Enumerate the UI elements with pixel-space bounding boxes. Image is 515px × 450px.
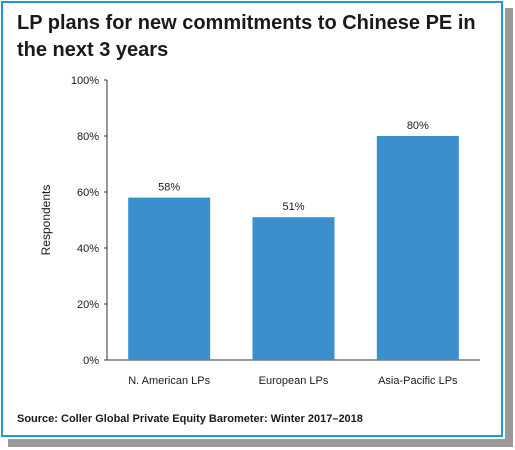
- x-tick-label: Asia-Pacific LPs: [378, 375, 458, 387]
- x-tick-label: N. American LPs: [128, 375, 210, 387]
- chart-title: LP plans for new commitments to Chinese …: [17, 12, 476, 61]
- data-label: 80%: [407, 120, 429, 132]
- y-tick-label: 80%: [77, 131, 99, 143]
- y-tick-label: 40%: [77, 243, 99, 255]
- bar: [252, 217, 335, 360]
- y-tick-label: 60%: [77, 187, 99, 199]
- bar: [376, 136, 459, 360]
- y-axis-title: Respondents: [39, 185, 53, 256]
- data-label: 51%: [282, 201, 304, 213]
- bar: [128, 197, 211, 360]
- y-tick-label: 0%: [83, 355, 99, 367]
- data-label: 58%: [158, 182, 180, 194]
- y-tick-label: 20%: [77, 299, 99, 311]
- y-tick-label: 100%: [71, 75, 99, 87]
- frame-shadow-right: [505, 8, 513, 442]
- x-tick-label: European LPs: [259, 375, 329, 387]
- frame-shadow-bottom: [8, 439, 513, 447]
- source-note: Source: Coller Global Private Equity Bar…: [17, 413, 363, 425]
